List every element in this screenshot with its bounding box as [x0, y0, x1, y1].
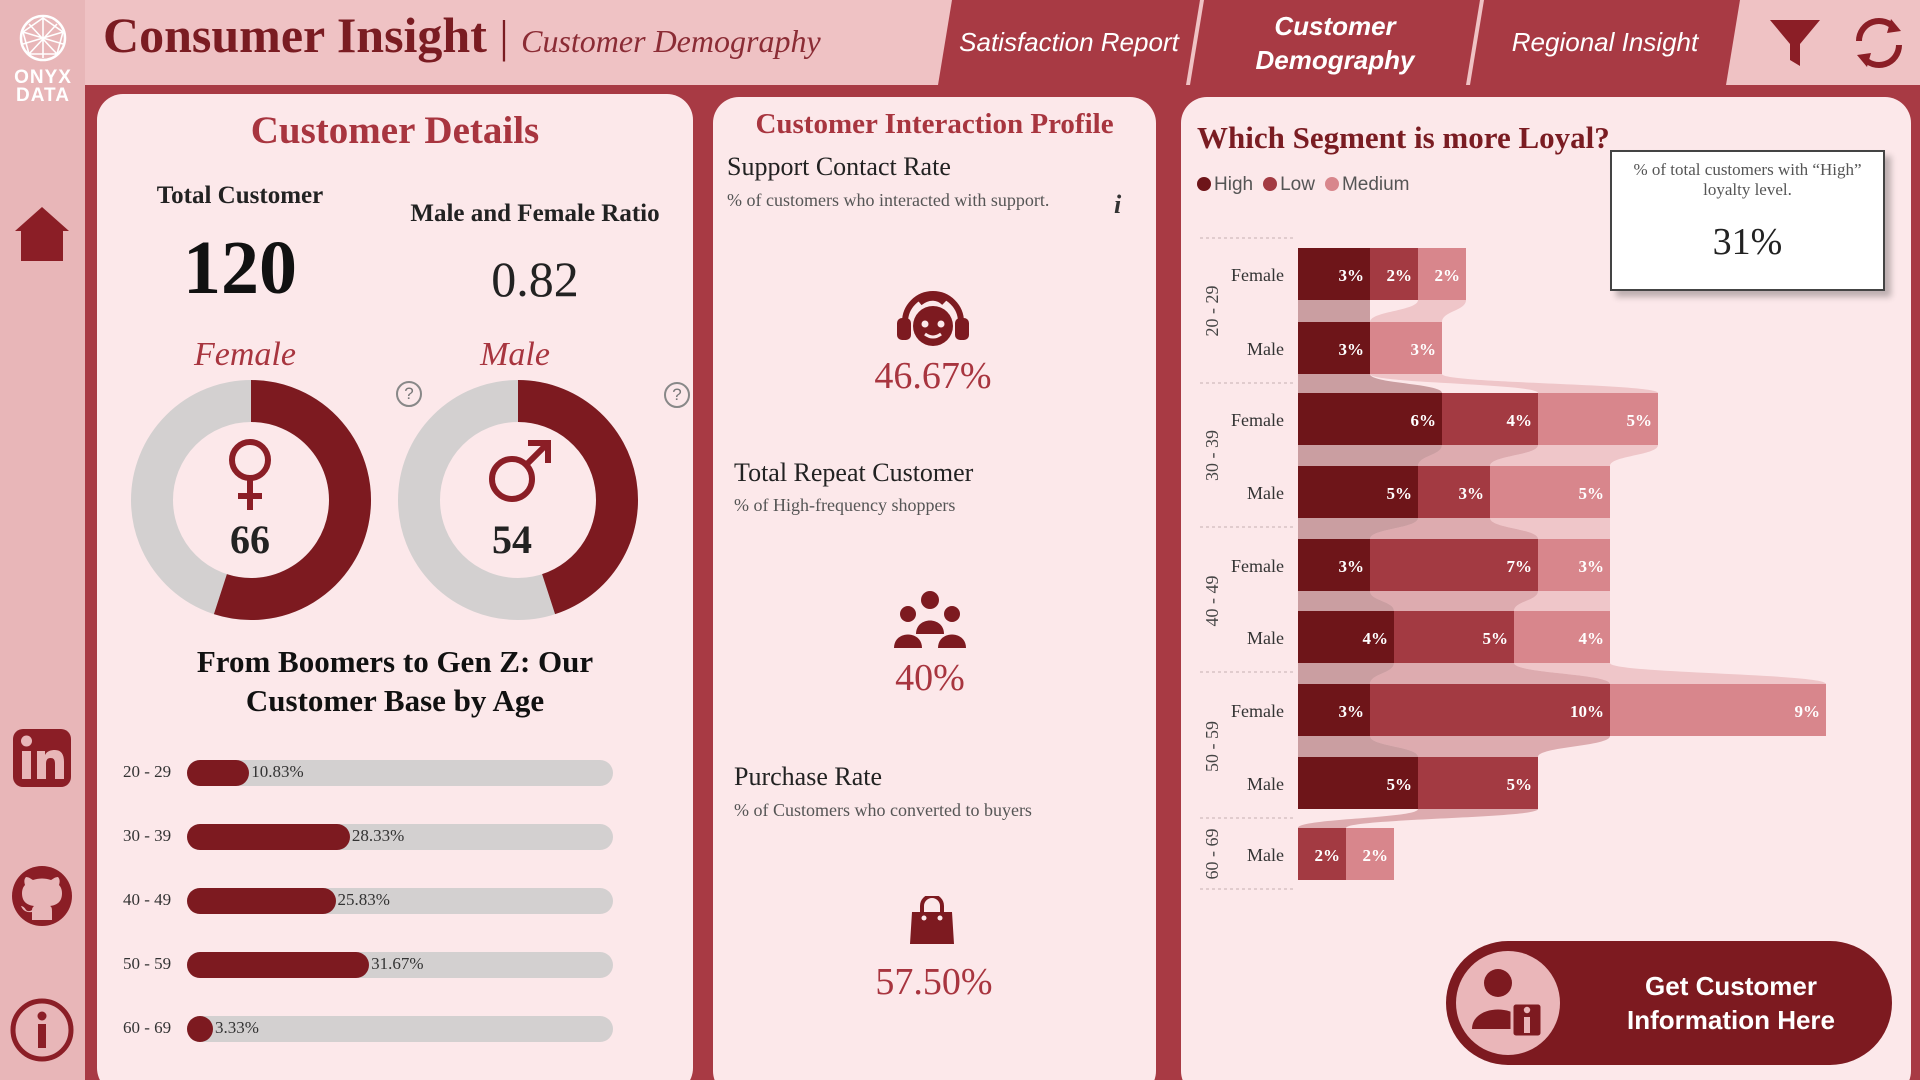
- support-contact-sub: % of customers who interacted with suppo…: [727, 190, 1050, 210]
- age-bar-row: 50 - 59 31.67%: [123, 950, 623, 980]
- age-bar-row: 30 - 39 28.33%: [123, 822, 623, 852]
- age-bar-value: 31.67%: [371, 954, 424, 973]
- tab-label: Satisfaction Report: [959, 27, 1179, 57]
- group-icon: [888, 590, 972, 655]
- repeat-customer-value: 40%: [895, 657, 965, 699]
- age-bar-track: [187, 824, 613, 850]
- age-bar-fill[interactable]: [187, 824, 350, 850]
- age-bar-fill[interactable]: [187, 760, 250, 786]
- age-bar-track: [187, 760, 613, 786]
- sidebar: ONYX DATA: [0, 0, 85, 1080]
- customer-details-title: Customer Details: [250, 109, 540, 152]
- high-loyalty-value: 31%: [1712, 221, 1783, 263]
- globe-logo-icon: [19, 14, 67, 62]
- high-loyalty-label: % of total customers with “High” loyalty…: [1633, 160, 1862, 199]
- legend-low-label: Low: [1280, 174, 1315, 195]
- age-bar-row: 60 - 69 3.33%: [123, 1014, 623, 1044]
- purchase-rate-sub: % of Customers who converted to buyers: [734, 800, 1032, 820]
- chart-legend: High Low Medium: [1197, 174, 1410, 196]
- age-bar-row: 20 - 29 10.83%: [123, 758, 623, 788]
- age-bar-label: 60 - 69: [123, 1018, 172, 1037]
- logo-text-line1: ONYX: [14, 67, 72, 88]
- age-bar-track: [187, 888, 613, 914]
- customer-info-icon: [1456, 951, 1560, 1055]
- ratio-label: Male and Female Ratio: [410, 200, 660, 227]
- male-label: Male: [480, 336, 550, 373]
- info-icon[interactable]: i: [1114, 190, 1122, 219]
- tab-customer-demography[interactable]: Customer Demography: [1190, 0, 1480, 85]
- interaction-title: Customer Interaction Profile: [755, 108, 1114, 140]
- age-bar-track: [187, 952, 613, 978]
- female-help-icon[interactable]: ?: [396, 381, 422, 407]
- title-separator: |: [499, 11, 509, 62]
- age-bar-fill[interactable]: [187, 952, 370, 978]
- legend-medium-label: Medium: [1341, 174, 1410, 195]
- refresh-icon[interactable]: [1844, 8, 1914, 78]
- tab-label: Customer Demography: [1255, 10, 1415, 75]
- onyx-data-logo: ONYX DATA: [8, 12, 78, 105]
- cta-label: Get Customer Information Here: [1626, 971, 1836, 1035]
- female-label: Female: [194, 336, 296, 373]
- loyalty-chart-title: Which Segment is more Loyal?: [1197, 120, 1610, 155]
- age-bar-label: 40 - 49: [123, 890, 172, 909]
- home-icon[interactable]: [8, 200, 76, 268]
- repeat-customer-label: Total Repeat Customer: [734, 458, 974, 487]
- age-bar-label: 20 - 29: [123, 762, 172, 781]
- age-bar-label: 50 - 59: [123, 954, 172, 973]
- purchase-rate-value: 57.50%: [875, 961, 993, 1003]
- shopping-bag-icon: [908, 894, 956, 951]
- legend-high-label: High: [1214, 174, 1254, 195]
- tab-regional-insight[interactable]: Regional Insight: [1470, 0, 1740, 85]
- filter-icon[interactable]: [1760, 8, 1830, 78]
- title-subtitle: Customer Demography: [521, 23, 821, 59]
- logo-text-line2: DATA: [16, 85, 70, 106]
- age-bar-value: 28.33%: [351, 826, 405, 845]
- female-symbol-icon: [226, 438, 274, 517]
- total-customer-value: 120: [183, 226, 297, 310]
- female-count: 66: [230, 517, 270, 562]
- support-contact-label: Support Contact Rate: [727, 152, 951, 181]
- total-customer-label: Total Customer: [156, 182, 324, 209]
- tab-satisfaction-report[interactable]: Satisfaction Report: [938, 0, 1200, 85]
- info-icon[interactable]: [8, 996, 76, 1064]
- age-bar-track: [187, 1016, 613, 1042]
- male-symbol-icon: [484, 437, 554, 512]
- ratio-value: 0.82: [491, 251, 579, 307]
- title-main: Consumer Insight: [103, 7, 487, 63]
- support-agent-icon: [889, 286, 977, 361]
- get-customer-info-button[interactable]: Get Customer Information Here: [1446, 941, 1892, 1065]
- page-title: Consumer Insight | Customer Demography: [103, 6, 821, 64]
- tab-label: Regional Insight: [1511, 27, 1699, 57]
- age-title-line1: From Boomers to Gen Z: Our: [196, 644, 594, 679]
- legend-medium[interactable]: Medium: [1324, 174, 1410, 196]
- purchase-rate-label: Purchase Rate: [734, 762, 883, 791]
- age-bar-fill[interactable]: [187, 888, 336, 914]
- repeat-customer-sub: % of High-frequency shoppers: [734, 495, 956, 515]
- age-bar-fill[interactable]: [187, 1016, 213, 1042]
- age-section-title: From Boomers to Gen Z: Our Customer Base…: [130, 642, 660, 720]
- age-title-line2: Customer Base by Age: [245, 683, 545, 718]
- linkedin-icon[interactable]: [8, 724, 76, 792]
- male-help-icon[interactable]: ?: [664, 382, 690, 408]
- male-count: 54: [492, 517, 532, 562]
- age-bar-value: 25.83%: [337, 890, 390, 909]
- age-bar-value: 3.33%: [215, 1018, 259, 1037]
- age-bar-value: 10.83%: [251, 762, 304, 781]
- age-bar-label: 30 - 39: [123, 826, 172, 845]
- legend-high[interactable]: High: [1197, 174, 1253, 196]
- age-bar-row: 40 - 49 25.83%: [123, 886, 623, 916]
- github-icon[interactable]: [8, 862, 76, 930]
- legend-low[interactable]: Low: [1263, 174, 1315, 196]
- high-loyalty-card: % of total customers with “High” loyalty…: [1610, 150, 1885, 291]
- support-contact-value: 46.67%: [874, 355, 992, 397]
